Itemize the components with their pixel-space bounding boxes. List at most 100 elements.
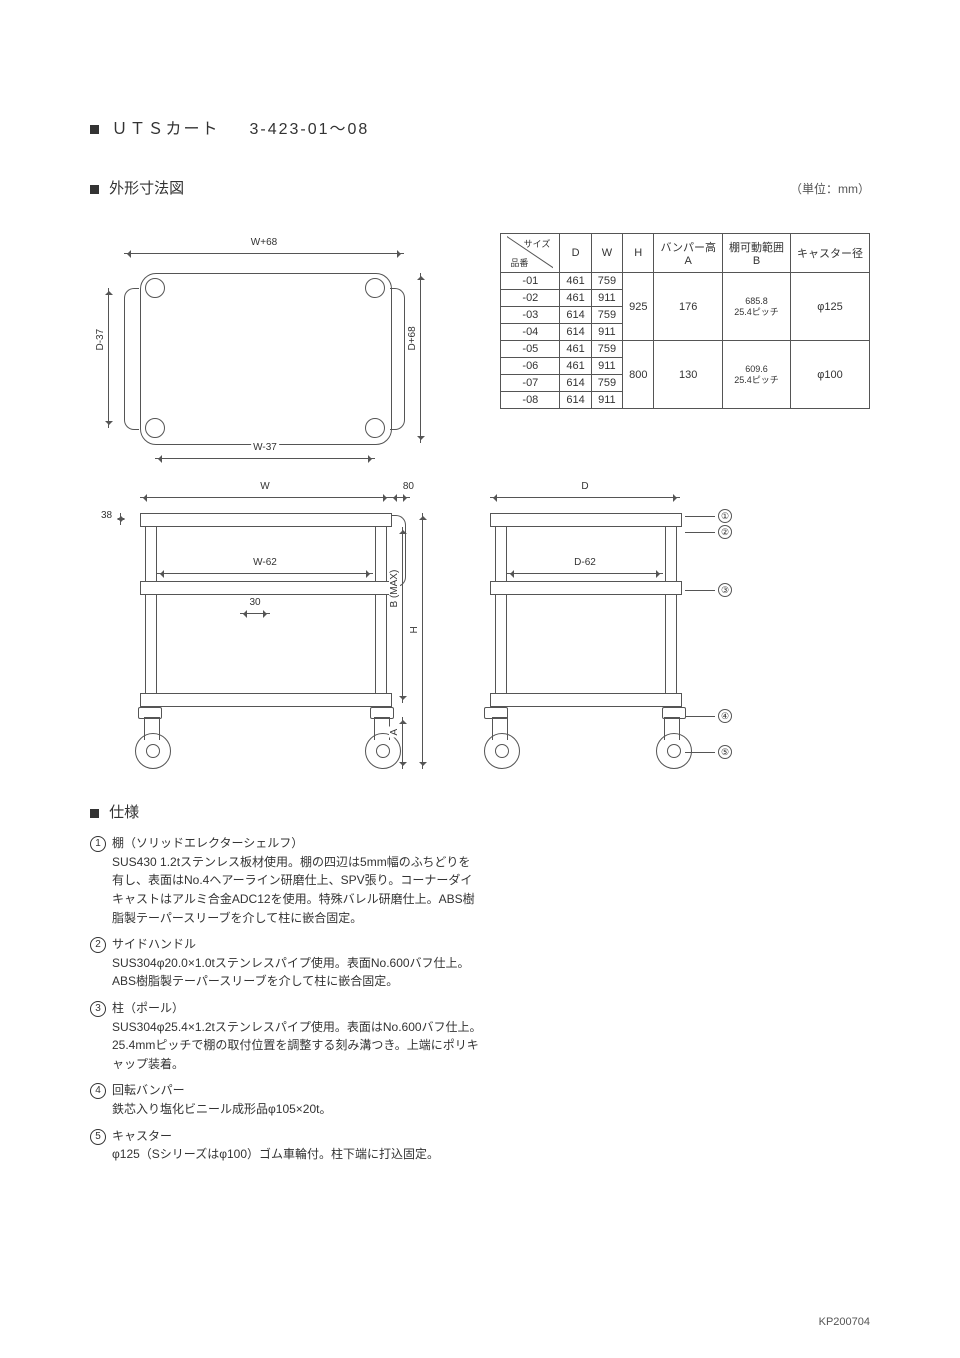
side-view-drawing: D D-62 ① ② ③ ④ ⑤ [460, 483, 760, 783]
dim-label: D [579, 481, 590, 492]
title-row: ＵＴＳカート 3-423-01～08 [90, 115, 870, 139]
dim-w-minus-37: W-37 [155, 458, 375, 467]
spec-number-icon: 1 [90, 836, 106, 852]
table-header: サイズ 品番 D W H バンパー高A 棚可動範囲B キャスター径 [501, 234, 870, 273]
product-title: ＵＴＳカート [90, 115, 219, 139]
callout-2: ② [685, 525, 732, 539]
dim-label: W-37 [251, 442, 279, 453]
col-a: バンパー高A [654, 234, 723, 273]
cell-pn: -02 [501, 290, 560, 307]
cell-h: 800 [623, 341, 654, 409]
cell-d: 461 [560, 341, 591, 358]
cell-w: 911 [591, 324, 622, 341]
bullet-icon [90, 185, 99, 194]
cell-w: 911 [591, 358, 622, 375]
spec-item-head: キャスター [112, 1129, 172, 1143]
callout-4: ④ [685, 709, 732, 723]
cell-b: 685.825.4ピッチ [723, 273, 791, 341]
cell-pn: -05 [501, 341, 560, 358]
cell-w: 759 [591, 307, 622, 324]
top-handle-left [124, 288, 139, 430]
caster-wheel [365, 733, 401, 769]
bullet-icon [90, 809, 99, 818]
spec-item-body: SUS304φ25.4×1.2tステンレスパイプ使用。表面はNo.600バフ仕上… [112, 1018, 482, 1074]
spec-item-body: 鉄芯入り塩化ビニール成形品φ105×20t。 [112, 1100, 482, 1119]
top-corner [145, 278, 165, 298]
dim-label: D-37 [95, 327, 106, 353]
dim-d-minus-62: D-62 [507, 573, 663, 582]
shelf [490, 693, 682, 707]
dim-38: 38 [120, 513, 129, 525]
cell-w: 911 [591, 392, 622, 409]
cell-d: 461 [560, 290, 591, 307]
spec-item: 1棚（ソリッドエレクターシェルフ）SUS430 1.2tステンレス板材使用。棚の… [90, 834, 870, 927]
dim-label: D+68 [407, 324, 418, 352]
spec-number-icon: 5 [90, 1129, 106, 1145]
top-handle-right [390, 288, 405, 430]
lower-area: W 80 W-62 38 30 H B (MAX) A [90, 483, 870, 783]
front-view-drawing: W 80 W-62 38 30 H B (MAX) A [90, 483, 430, 783]
spec-item-body: φ125（Sシリーズはφ100）ゴム車輪付。柱下端に打込固定。 [112, 1145, 482, 1164]
dim-label: W [258, 481, 271, 492]
cell-caster: φ100 [791, 341, 870, 409]
dim-d: D [490, 497, 680, 506]
cell-h: 925 [623, 273, 654, 341]
top-view-drawing: W+68 W-37 D-37 D+68 [90, 233, 430, 463]
post [665, 513, 677, 705]
model-range: 3-423-01～08 [249, 115, 369, 139]
footer-code: KP200704 [819, 1316, 870, 1328]
unit-label: （単位：mm） [790, 180, 870, 197]
drawing-heading: 外形寸法図 [90, 177, 184, 198]
dim-d-plus-68: D+68 [420, 273, 429, 443]
col-caster: キャスター径 [791, 234, 870, 273]
caster-wheel [484, 733, 520, 769]
dim-label: 30 [247, 597, 262, 608]
cell-pn: -08 [501, 392, 560, 409]
col-b: 棚可動範囲B [723, 234, 791, 273]
dim-handle-80: 80 [390, 497, 410, 506]
product-name: ＵＴＳカート [111, 121, 219, 138]
top-corner [365, 418, 385, 438]
post [375, 513, 387, 705]
section-heading-row: 外形寸法図 （単位：mm） [90, 177, 870, 198]
spec-item-head: サイドハンドル [112, 937, 196, 951]
dim-h-overall: H [422, 513, 431, 769]
cell-d: 614 [560, 307, 591, 324]
spec-number-icon: 3 [90, 1001, 106, 1017]
spec-item-body: SUS430 1.2tステンレス板材使用。棚の四辺は5mm幅のふちどりを有し、表… [112, 853, 482, 927]
spec-heading: 仕様 [90, 801, 870, 824]
dim-label: A [389, 727, 400, 738]
cell-d: 461 [560, 358, 591, 375]
spec-list: 1棚（ソリッドエレクターシェルフ）SUS430 1.2tステンレス板材使用。棚の… [90, 834, 870, 1164]
col-d: D [560, 234, 591, 273]
page: ＵＴＳカート 3-423-01～08 外形寸法図 （単位：mm） W+68 W-… [0, 0, 960, 1358]
dim-b-max: B (MAX) [402, 527, 411, 703]
shelf [490, 513, 682, 527]
cell-a: 176 [654, 273, 723, 341]
spec-item-head: 柱（ポール） [112, 1001, 184, 1015]
cell-a: 130 [654, 341, 723, 409]
spec-item-head: 回転バンパー [112, 1083, 185, 1097]
drawing-heading-text: 外形寸法図 [109, 180, 184, 197]
cell-w: 759 [591, 341, 622, 358]
spec-item: 2サイドハンドルSUS304φ20.0×1.0tステンレスパイプ使用。表面No.… [90, 935, 870, 991]
cell-d: 614 [560, 324, 591, 341]
cell-pn: -06 [501, 358, 560, 375]
bullet-icon [90, 125, 99, 134]
spec-section: 仕様 1棚（ソリッドエレクターシェルフ）SUS430 1.2tステンレス板材使用… [90, 801, 870, 1164]
cell-pn: -03 [501, 307, 560, 324]
size-table: サイズ 品番 D W H バンパー高A 棚可動範囲B キャスター径 -01461… [500, 233, 870, 409]
top-plate [140, 273, 392, 445]
spec-number-icon: 2 [90, 937, 106, 953]
cell-caster: φ125 [791, 273, 870, 341]
caster-wheel [135, 733, 171, 769]
dim-label: B (MAX) [389, 568, 400, 610]
spec-heading-text: 仕様 [109, 804, 139, 821]
cell-pn: -01 [501, 273, 560, 290]
cell-w: 759 [591, 375, 622, 392]
top-corner [365, 278, 385, 298]
cell-b: 609.625.4ピッチ [723, 341, 791, 409]
dim-a: A [402, 717, 411, 769]
post [145, 513, 157, 705]
dim-w: W [140, 497, 390, 506]
